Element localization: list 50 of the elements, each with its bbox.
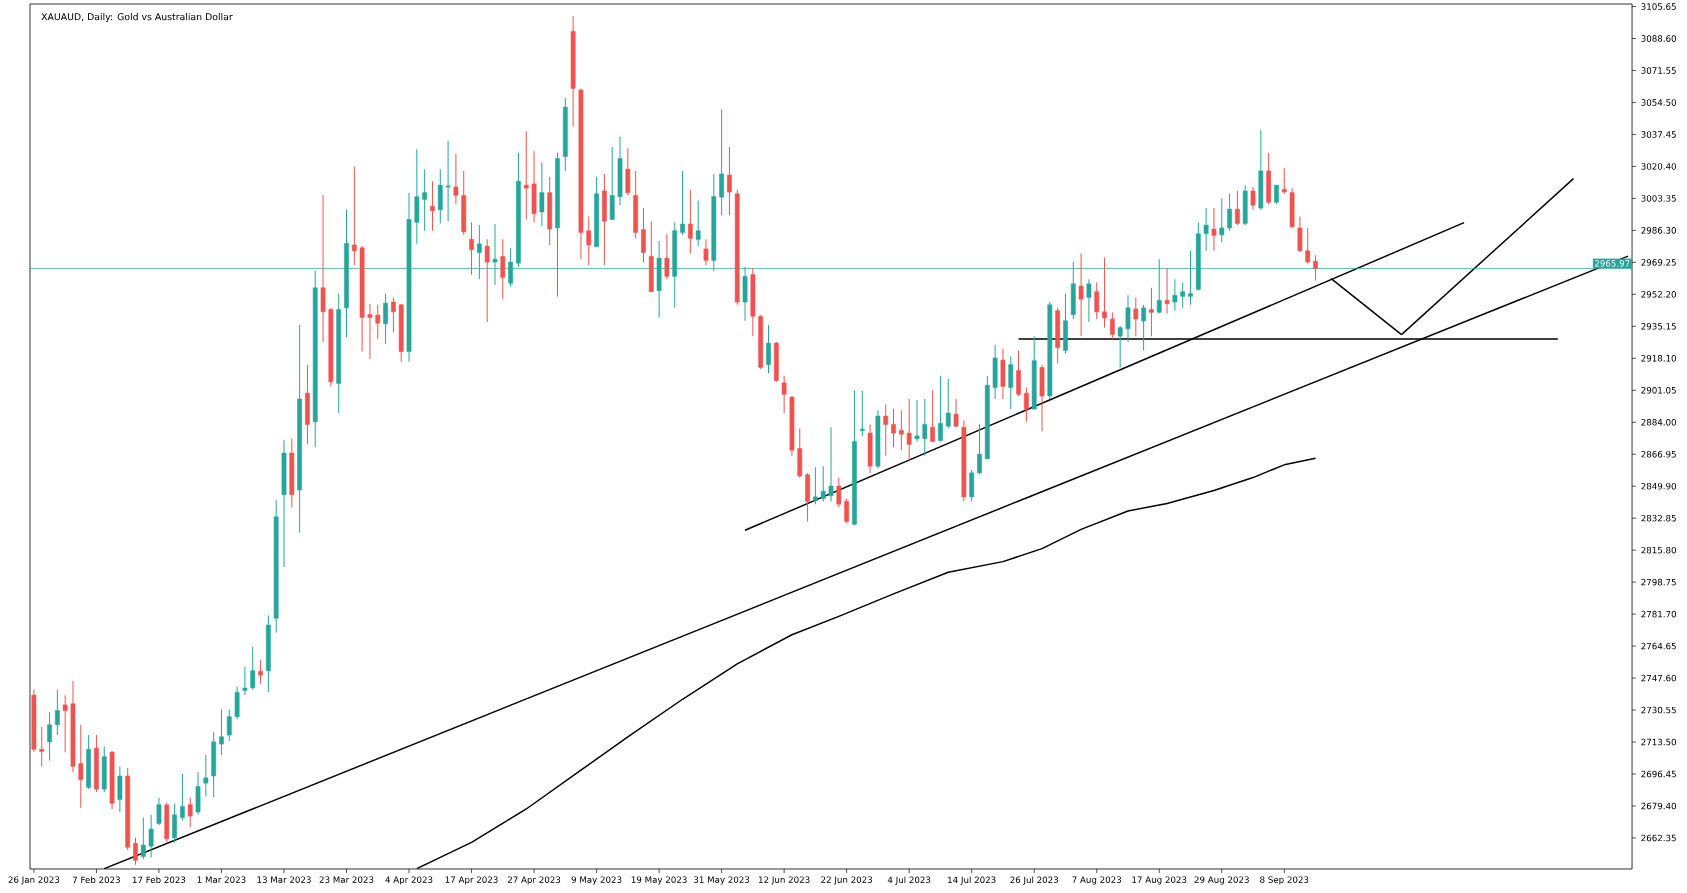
x-tick-label: 23 Mar 2023 — [319, 876, 374, 883]
x-tick-label: 7 Feb 2023 — [72, 876, 120, 884]
x-tick-label: 31 May 2023 — [694, 876, 750, 885]
x-tick-label: 14 Jul 2023 — [948, 876, 996, 885]
y-tick-label: 3071.55 — [1641, 67, 1676, 74]
x-tick-label: 29 Aug 2023 — [1194, 876, 1249, 885]
y-tick-label: 3037.45 — [1641, 131, 1676, 138]
x-tick-label: 7 Aug 2023 — [1072, 876, 1122, 885]
y-tick-label: 2815.80 — [1641, 546, 1676, 554]
ref-line-label: 2965.97 — [1594, 260, 1630, 267]
x-tick-label: 12 Jun 2023 — [759, 876, 810, 885]
y-tick-label: 2679.40 — [1641, 802, 1676, 810]
y-tick-label: 2969.25 — [1641, 259, 1676, 266]
x-tick-label: 26 Jul 2023 — [1010, 876, 1059, 885]
x-tick-label: 9 May 2023 — [571, 876, 622, 885]
x-tick-label: 4 Apr 2023 — [385, 876, 433, 885]
x-tick-label: 13 Mar 2023 — [257, 876, 311, 883]
x-tick-label: 1 Mar 2023 — [197, 876, 246, 883]
y-tick-label: 2918.10 — [1641, 355, 1676, 362]
y-tick-label: 2986.30 — [1641, 227, 1676, 234]
y-tick-label: 2713.50 — [1641, 738, 1676, 746]
y-tick-label: 2747.60 — [1641, 674, 1676, 682]
y-tick-label: 2798.75 — [1641, 578, 1676, 586]
y-tick-label: 2866.95 — [1641, 450, 1676, 458]
y-tick-label: 2730.55 — [1641, 706, 1676, 714]
y-tick-label: 3054.50 — [1641, 99, 1676, 106]
y-tick-label: 3003.35 — [1641, 195, 1676, 202]
y-tick-label: 2901.05 — [1641, 387, 1676, 394]
y-tick-label: 2764.65 — [1641, 642, 1676, 650]
x-tick-label: 22 Jun 2023 — [821, 876, 872, 885]
y-tick-label: 3105.65 — [1641, 3, 1676, 10]
x-tick-label: 17 Aug 2023 — [1132, 876, 1187, 885]
x-tick-label: 17 Apr 2023 — [445, 876, 498, 885]
text: XAUAUD, Daily: Gold vs Australian Dollar — [41, 13, 233, 23]
x-tick-label: 27 Apr 2023 — [507, 876, 561, 885]
y-tick-label: 3088.60 — [1641, 35, 1676, 42]
x-tick-label: 17 Feb 2023 — [132, 876, 186, 884]
y-tick-label: 2781.70 — [1641, 610, 1676, 618]
y-tick-label: 2935.15 — [1641, 323, 1676, 330]
y-tick-label: 2849.90 — [1641, 482, 1676, 490]
y-tick-label: 2662.35 — [1641, 834, 1676, 842]
x-tick-label: 8 Sep 2023 — [1260, 876, 1309, 885]
y-tick-label: 2884.00 — [1641, 418, 1676, 426]
y-tick-label: 2832.85 — [1641, 514, 1676, 522]
x-tick-label: 26 Jan 2023 — [8, 876, 60, 885]
x-tick-label: 19 May 2023 — [631, 876, 687, 885]
y-tick-label: 2952.20 — [1641, 291, 1676, 298]
x-tick-label: 4 Jul 2023 — [887, 876, 931, 885]
y-tick-label: 3020.40 — [1641, 163, 1676, 170]
y-tick-label: 2696.45 — [1641, 770, 1676, 778]
